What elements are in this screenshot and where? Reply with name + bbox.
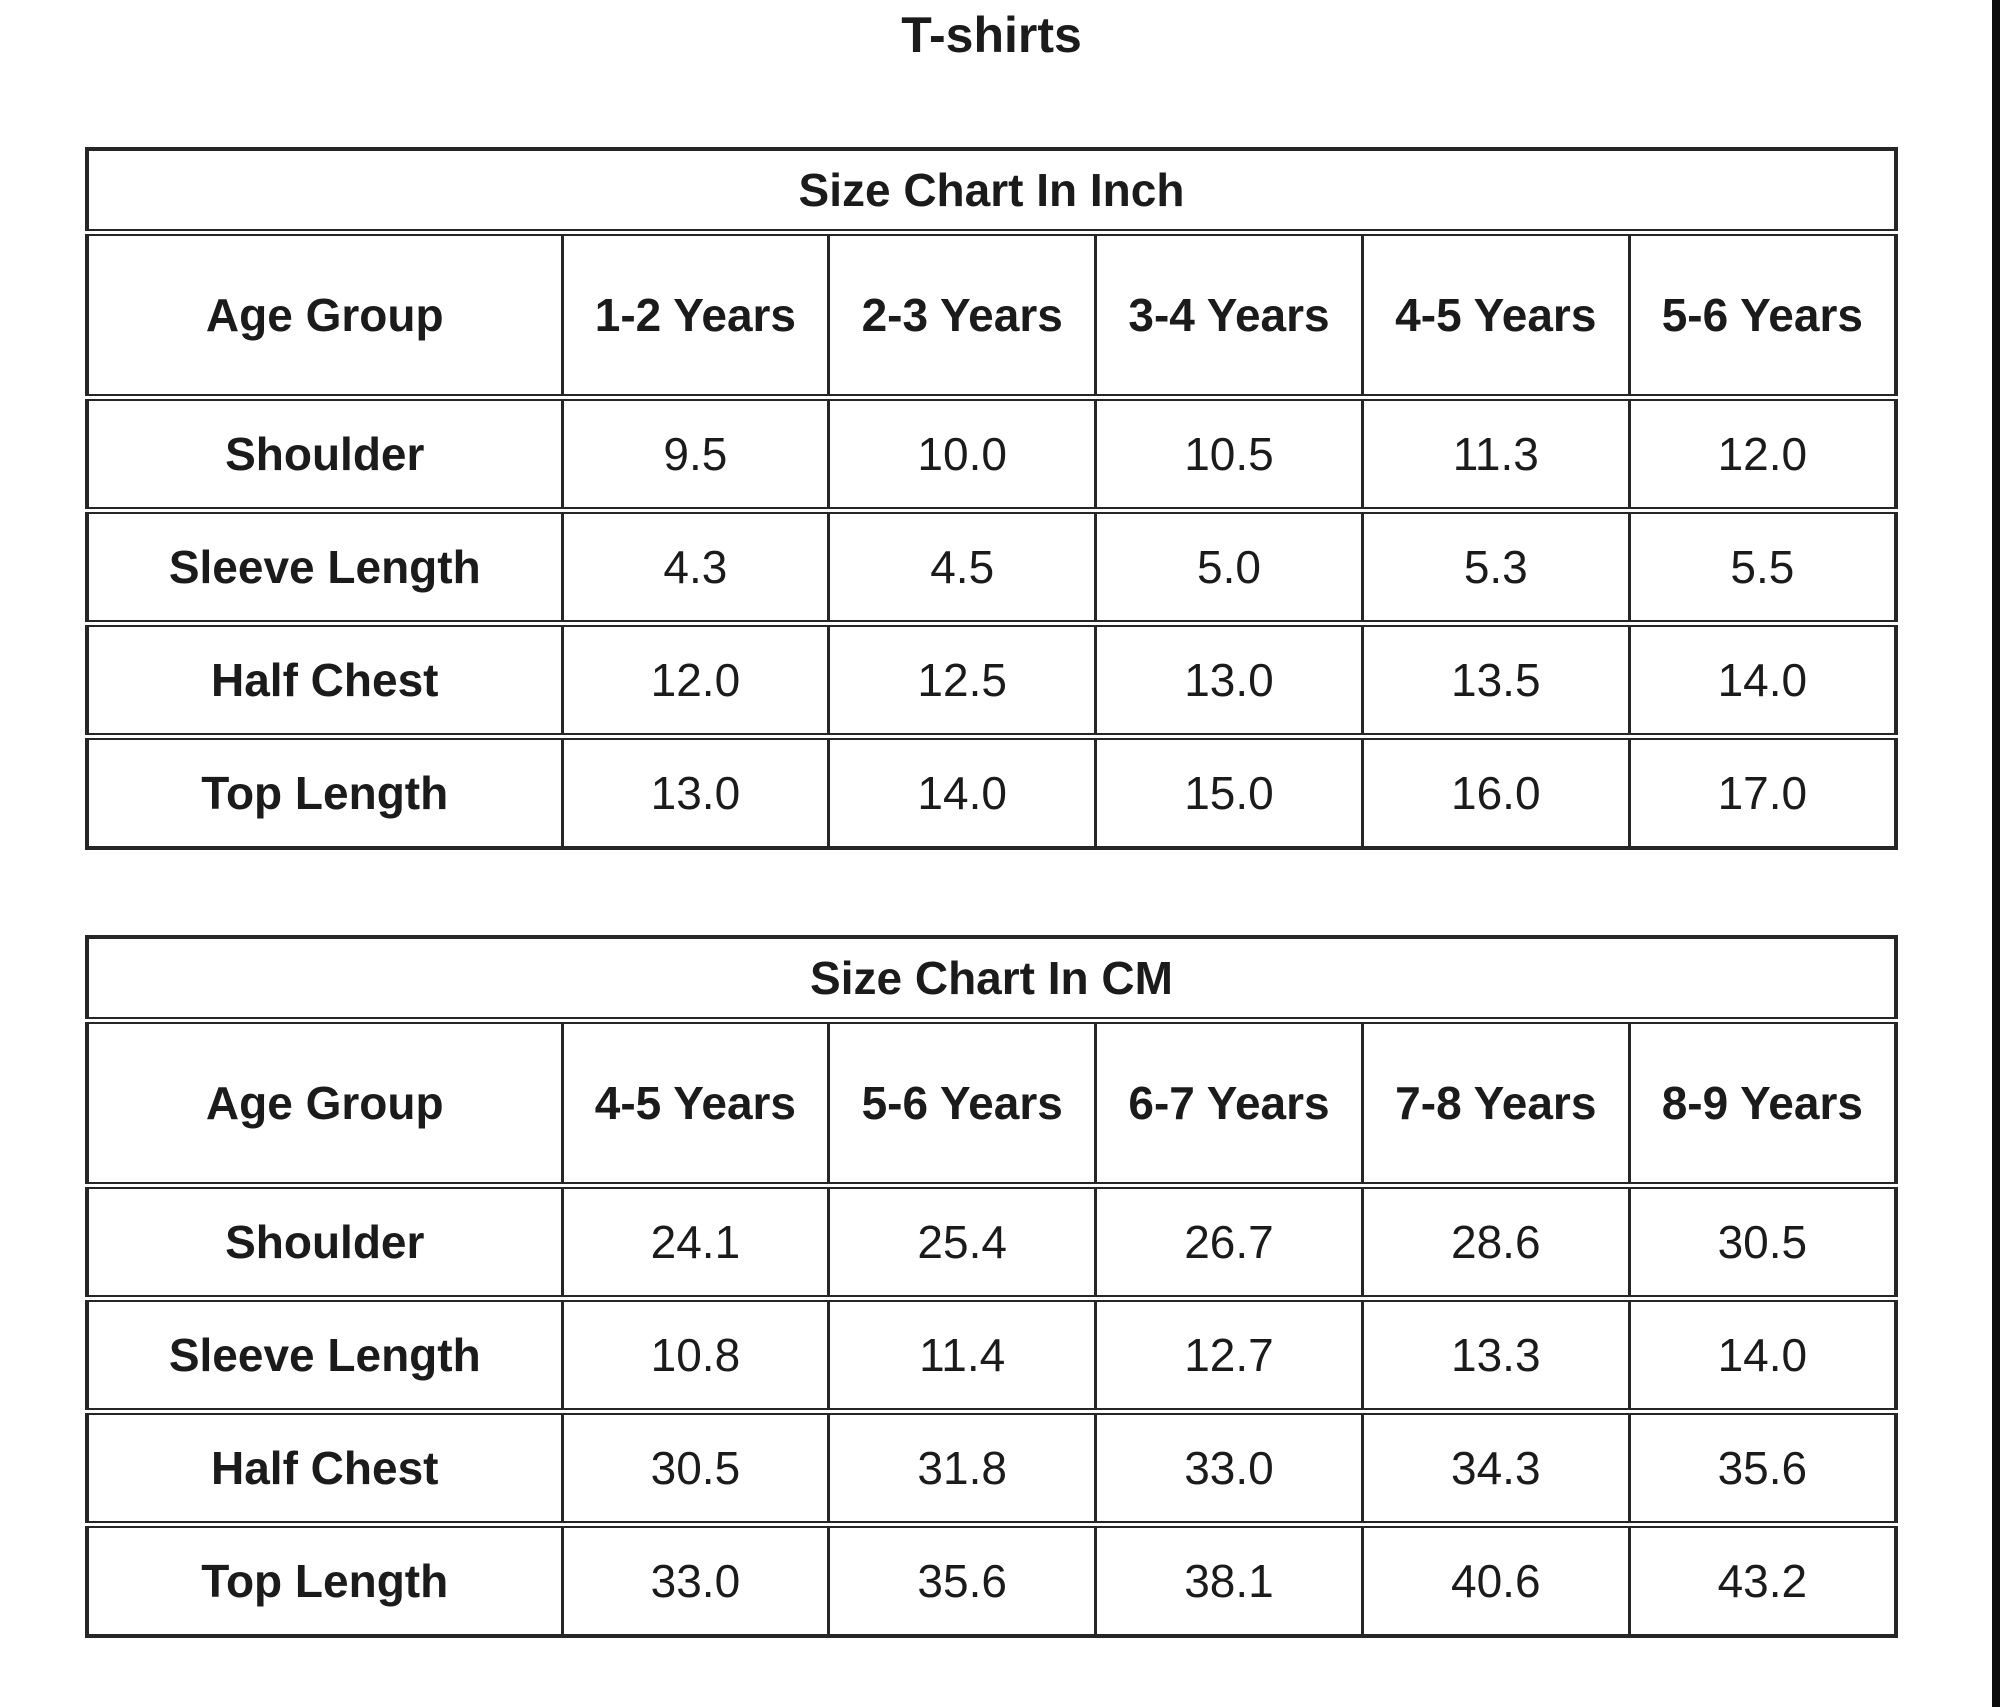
value-cell: 24.1 xyxy=(560,1185,831,1302)
cm-header-8-9-years: 8-9 Years xyxy=(1627,1020,1898,1189)
value-cell: 40.6 xyxy=(1360,1524,1631,1636)
inch-table-title: Size Chart In Inch xyxy=(85,149,1898,236)
row-label-half-chest: Half Chest xyxy=(85,1411,564,1528)
row-label-shoulder: Shoulder xyxy=(85,397,564,514)
inch-header-4-5-years: 4-5 Years xyxy=(1360,232,1631,401)
inch-header-1-2-years: 1-2 Years xyxy=(560,232,831,401)
value-cell: 12.5 xyxy=(827,623,1098,740)
inch-header-age-group: Age Group xyxy=(85,232,564,401)
value-cell: 13.5 xyxy=(1360,623,1631,740)
value-cell: 14.0 xyxy=(1627,623,1898,740)
row-label-top-length: Top Length xyxy=(85,736,564,848)
image-right-edge-strip xyxy=(1992,0,2000,1707)
page-title: T-shirts xyxy=(901,7,1082,63)
row-label-shoulder: Shoulder xyxy=(85,1185,564,1302)
value-cell: 14.0 xyxy=(1627,1298,1898,1415)
value-cell: 35.6 xyxy=(1627,1411,1898,1528)
cm-table-title-row: Size Chart In CM xyxy=(85,937,1898,1024)
value-cell: 26.7 xyxy=(1094,1185,1364,1302)
value-cell: 31.8 xyxy=(827,1411,1098,1528)
inch-row-shoulder: Shoulder 9.5 10.0 10.5 11.3 12.0 xyxy=(85,397,1898,514)
value-cell: 10.8 xyxy=(560,1298,831,1415)
value-cell: 4.3 xyxy=(560,510,831,627)
cm-row-half-chest: Half Chest 30.5 31.8 33.0 34.3 35.6 xyxy=(85,1411,1898,1528)
value-cell: 15.0 xyxy=(1094,736,1364,848)
value-cell: 13.0 xyxy=(560,736,831,848)
value-cell: 12.7 xyxy=(1094,1298,1364,1415)
inch-row-half-chest: Half Chest 12.0 12.5 13.0 13.5 14.0 xyxy=(85,623,1898,740)
value-cell: 11.3 xyxy=(1360,397,1631,514)
value-cell: 4.5 xyxy=(827,510,1098,627)
value-cell: 5.5 xyxy=(1627,510,1898,627)
value-cell: 33.0 xyxy=(560,1524,831,1636)
cm-row-top-length: Top Length 33.0 35.6 38.1 40.6 43.2 xyxy=(85,1524,1898,1636)
value-cell: 9.5 xyxy=(560,397,831,514)
inch-header-2-3-years: 2-3 Years xyxy=(827,232,1098,401)
value-cell: 43.2 xyxy=(1627,1524,1898,1636)
row-label-sleeve-length: Sleeve Length xyxy=(85,1298,564,1415)
value-cell: 17.0 xyxy=(1627,736,1898,848)
value-cell: 38.1 xyxy=(1094,1524,1364,1636)
inch-header-5-6-years: 5-6 Years xyxy=(1627,232,1898,401)
value-cell: 30.5 xyxy=(1627,1185,1898,1302)
row-label-half-chest: Half Chest xyxy=(85,623,564,740)
inch-table-header-row: Age Group 1-2 Years 2-3 Years 3-4 Years … xyxy=(85,232,1898,401)
value-cell: 5.3 xyxy=(1360,510,1631,627)
row-label-sleeve-length: Sleeve Length xyxy=(85,510,564,627)
value-cell: 25.4 xyxy=(827,1185,1098,1302)
value-cell: 12.0 xyxy=(1627,397,1898,514)
value-cell: 14.0 xyxy=(827,736,1098,848)
size-chart-cm-table: Size Chart In CM Age Group 4-5 Years 5-6… xyxy=(85,935,1898,1638)
inch-header-3-4-years: 3-4 Years xyxy=(1094,232,1364,401)
value-cell: 12.0 xyxy=(560,623,831,740)
cm-row-shoulder: Shoulder 24.1 25.4 26.7 28.6 30.5 xyxy=(85,1185,1898,1302)
value-cell: 10.5 xyxy=(1094,397,1364,514)
row-label-top-length: Top Length xyxy=(85,1524,564,1636)
value-cell: 11.4 xyxy=(827,1298,1098,1415)
inch-table-title-row: Size Chart In Inch xyxy=(85,149,1898,236)
cm-row-sleeve-length: Sleeve Length 10.8 11.4 12.7 13.3 14.0 xyxy=(85,1298,1898,1415)
value-cell: 16.0 xyxy=(1360,736,1631,848)
value-cell: 35.6 xyxy=(827,1524,1098,1636)
value-cell: 10.0 xyxy=(827,397,1098,514)
cm-header-age-group: Age Group xyxy=(85,1020,564,1189)
cm-header-5-6-years: 5-6 Years xyxy=(827,1020,1098,1189)
inch-row-sleeve-length: Sleeve Length 4.3 4.5 5.0 5.3 5.5 xyxy=(85,510,1898,627)
value-cell: 30.5 xyxy=(560,1411,831,1528)
inch-row-top-length: Top Length 13.0 14.0 15.0 16.0 17.0 xyxy=(85,736,1898,848)
cm-header-4-5-years: 4-5 Years xyxy=(560,1020,831,1189)
value-cell: 33.0 xyxy=(1094,1411,1364,1528)
value-cell: 13.3 xyxy=(1360,1298,1631,1415)
value-cell: 13.0 xyxy=(1094,623,1364,740)
value-cell: 28.6 xyxy=(1360,1185,1631,1302)
cm-header-6-7-years: 6-7 Years xyxy=(1094,1020,1364,1189)
value-cell: 34.3 xyxy=(1360,1411,1631,1528)
cm-table-title: Size Chart In CM xyxy=(85,937,1898,1024)
cm-header-7-8-years: 7-8 Years xyxy=(1360,1020,1631,1189)
cm-table-header-row: Age Group 4-5 Years 5-6 Years 6-7 Years … xyxy=(85,1020,1898,1189)
size-chart-inch-table: Size Chart In Inch Age Group 1-2 Years 2… xyxy=(85,147,1898,850)
value-cell: 5.0 xyxy=(1094,510,1364,627)
